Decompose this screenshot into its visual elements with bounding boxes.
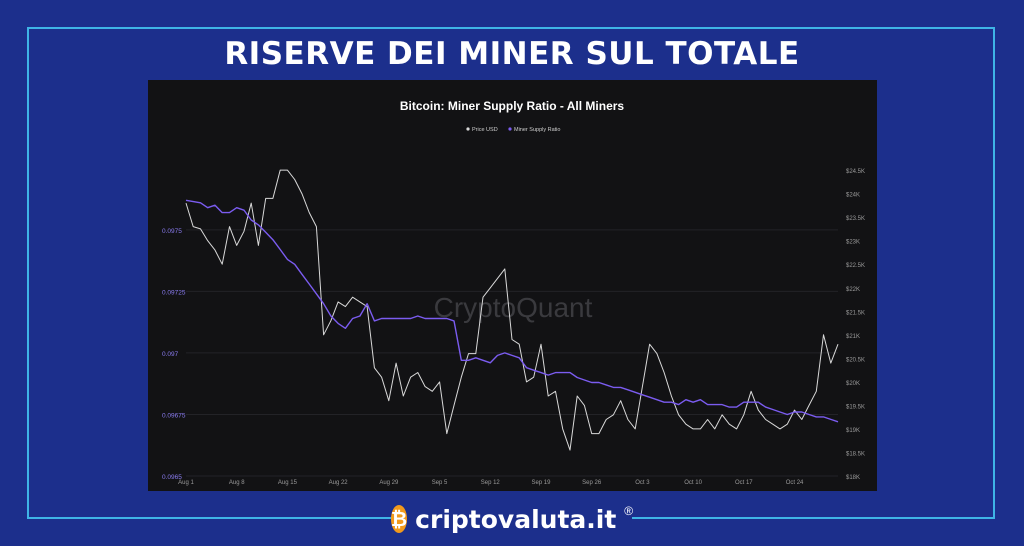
y-right-tick-label: $18.5K — [846, 451, 865, 457]
y-right-tick-label: $21.5K — [846, 310, 865, 316]
x-tick-label: Oct 17 — [735, 480, 753, 486]
y-right-tick-label: $20K — [846, 381, 860, 387]
series-layer — [185, 169, 839, 451]
page-title: RISERVE DEI MINER SUL TOTALE — [224, 36, 800, 72]
y-right-tick-label: $24.5K — [846, 169, 865, 175]
brand-footer: ₿ criptovaluta.it ® — [390, 500, 634, 538]
chart-title: Bitcoin: Miner Supply Ratio - All Miners — [400, 99, 625, 113]
left-axis: 0.0975 0.09725 0.097 0.09675 0.0965 — [162, 228, 186, 481]
legend-marker — [508, 127, 512, 131]
watermark: CryptoQuant — [434, 292, 593, 323]
chart-panel: CryptoQuant Bitcoin: Miner Supply Ratio … — [148, 80, 877, 491]
bitcoin-coin-icon: ₿ — [390, 505, 408, 533]
y-right-tick-label: $21K — [846, 334, 860, 340]
x-tick-label: Aug 29 — [379, 480, 399, 486]
legend-marker — [466, 127, 470, 131]
y-right-tick-label: $19.5K — [846, 404, 865, 410]
y-left-tick-label: 0.0975 — [162, 228, 182, 235]
x-tick-label: Oct 10 — [684, 480, 702, 486]
brand-name: criptovaluta.it — [415, 504, 617, 534]
right-axis: $24.5K $24K $23.5K $23K $22.5K $22K $21.5K $21K… — [846, 169, 865, 481]
y-right-tick-label: $22.5K — [846, 263, 865, 269]
y-right-tick-label: $19K — [846, 428, 860, 434]
x-tick-label: Sep 19 — [531, 480, 551, 486]
y-right-tick-label: $18K — [846, 475, 860, 481]
x-tick-label: Sep 12 — [481, 480, 501, 486]
x-tick-label: Aug 1 — [178, 480, 194, 486]
x-tick-label: Aug 15 — [278, 480, 298, 486]
x-axis: Aug 1 Aug 8 Aug 15 Aug 22 Aug 29 Sep 5 Sep 12 S… — [178, 480, 804, 486]
grid-lines — [186, 229, 838, 477]
y-right-tick-label: $23.5K — [846, 216, 865, 222]
registered-mark: ® — [624, 504, 634, 518]
x-tick-label: Sep 5 — [432, 480, 448, 486]
x-tick-label: Aug 8 — [229, 480, 245, 486]
y-left-tick-label: 0.09725 — [162, 289, 186, 296]
y-left-tick-label: 0.0965 — [162, 474, 182, 481]
x-tick-label: Sep 26 — [582, 480, 602, 486]
y-right-tick-label: $24K — [846, 193, 860, 199]
legend-label: Miner Supply Ratio — [514, 127, 560, 133]
miner-supply-ratio-chart: CryptoQuant Bitcoin: Miner Supply Ratio … — [162, 99, 865, 486]
legend: Price USD Miner Supply Ratio — [466, 127, 560, 133]
series-line-miner-supply-ratio — [185, 199, 839, 423]
y-left-tick-label: 0.097 — [162, 351, 179, 358]
x-tick-label: Oct 3 — [635, 480, 650, 486]
y-right-tick-label: $20.5K — [846, 357, 865, 363]
legend-label: Price USD — [472, 127, 498, 133]
x-tick-label: Oct 24 — [786, 480, 804, 486]
y-right-tick-label: $23K — [846, 240, 860, 246]
y-left-tick-label: 0.09675 — [162, 412, 186, 419]
series-line-price-usd — [185, 169, 839, 451]
x-tick-label: Aug 22 — [329, 480, 349, 486]
y-right-tick-label: $22K — [846, 287, 860, 293]
